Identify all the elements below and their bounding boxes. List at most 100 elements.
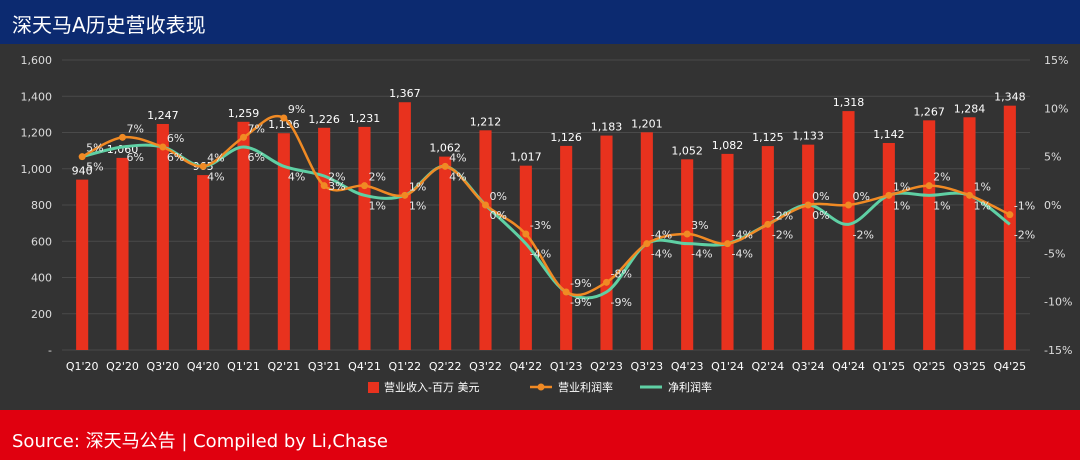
net-margin-label: 6% (127, 151, 144, 164)
op-margin-marker (280, 114, 288, 122)
x-tick-label: Q1'24 (711, 360, 744, 373)
op-margin-label: 2% (369, 171, 386, 184)
op-margin-marker (159, 143, 167, 151)
op-margin-label: 1% (893, 180, 910, 193)
op-margin-label: 1% (974, 180, 991, 193)
legend-label-revenue: 营业收入-百万 美元 (384, 380, 479, 394)
bar-value-label: 1,284 (954, 102, 986, 115)
bar-value-label: 1,125 (752, 131, 784, 144)
net-margin-label: 1% (893, 199, 910, 212)
op-margin-marker (361, 182, 368, 190)
op-margin-label: 9% (288, 103, 305, 116)
net-margin-label: 1% (369, 199, 386, 212)
op-margin-marker (724, 240, 731, 248)
net-margin-label: 6% (248, 151, 265, 164)
x-tick-label: Q2'20 (106, 360, 139, 373)
op-margin-marker (966, 191, 973, 199)
x-tick-label: Q1'23 (550, 360, 583, 373)
bar-value-label: 1,201 (631, 117, 663, 130)
op-margin-marker (562, 288, 570, 296)
bar (923, 120, 936, 350)
bar-value-label: 940 (72, 165, 93, 178)
x-tick-label: Q2'23 (590, 360, 623, 373)
op-margin-label: 3% (691, 219, 708, 232)
op-margin-label: 7% (127, 122, 144, 135)
bar (358, 126, 371, 350)
bar-value-label: 1,226 (308, 113, 340, 126)
bar-value-label: 1,348 (994, 91, 1026, 104)
bar-value-label: 1,212 (470, 115, 502, 128)
x-tick-label: Q1'21 (227, 360, 260, 373)
x-tick-label: Q2'24 (751, 360, 784, 373)
x-tick-label: Q1'22 (388, 360, 421, 373)
bar (560, 145, 573, 350)
net-margin-label: -2% (772, 228, 793, 241)
net-margin-line (81, 143, 1011, 300)
op-margin-label: -1% (1014, 200, 1035, 213)
net-margin-label: 4% (449, 170, 466, 183)
net-margin-label: -4% (732, 248, 753, 261)
net-margin-label: 1% (933, 199, 950, 212)
bar (1003, 105, 1016, 350)
x-tick-label: Q2'22 (429, 360, 462, 373)
x-tick-label: Q3'22 (469, 360, 502, 373)
bar (116, 157, 129, 350)
net-margin-label: -9% (611, 296, 632, 309)
x-tick-label: Q3'21 (308, 360, 341, 373)
bar-value-label: 1,259 (228, 107, 260, 120)
y-tick-label: 1,400 (21, 90, 53, 103)
net-margin-label: 5% (86, 161, 103, 174)
legend-marker-op-margin (537, 383, 545, 391)
bar-value-label: 1,052 (671, 144, 703, 157)
op-margin-marker (482, 201, 489, 209)
y2-tick-label: -10% (1044, 296, 1072, 309)
op-margin-label: 1% (409, 180, 426, 193)
op-margin-label: 6% (167, 132, 184, 145)
bar-value-label: 1,367 (389, 87, 421, 100)
bar (197, 175, 210, 350)
y-tick-label: 800 (31, 199, 52, 212)
op-margin-label: -9% (570, 277, 591, 290)
op-margin-marker (199, 162, 207, 170)
bar-value-label: 1,231 (349, 112, 381, 125)
bar-value-label: 1,318 (833, 96, 865, 109)
bar-value-label: 1,062 (429, 142, 461, 155)
x-tick-label: Q2'25 (913, 360, 946, 373)
bar (237, 121, 250, 351)
net-margin-label: 0% (490, 209, 507, 222)
bar-value-label: 1,133 (792, 130, 824, 143)
bar (156, 123, 169, 350)
title-bar: 深天马A历史营收表现 (0, 0, 1080, 44)
op-margin-label: 4% (207, 151, 224, 164)
y2-tick-label: -15% (1044, 344, 1072, 357)
x-tick-label: Q4'24 (832, 360, 865, 373)
legend-swatch-revenue (368, 382, 379, 393)
net-margin-label: 3% (328, 180, 345, 193)
x-tick-label: Q3'24 (792, 360, 825, 373)
net-margin-label: 4% (207, 170, 224, 183)
op-margin-marker (643, 240, 651, 248)
y-tick-label: 200 (31, 308, 52, 321)
op-margin-marker (522, 230, 530, 238)
op-margin-marker (78, 153, 86, 161)
net-margin-label: 1% (974, 199, 991, 212)
chart-plot: - 200 400 600 800 1,000 1,200 1,400 1,600 -15% -10… (21, 54, 1073, 394)
op-margin-label: -4% (651, 229, 672, 242)
op-margin-marker (119, 133, 126, 141)
bar (842, 111, 855, 350)
op-margin-label: -2% (772, 209, 793, 222)
bar-value-label: 1,183 (591, 121, 623, 134)
net-margin-label: 1% (409, 199, 426, 212)
y-tick-label: 600 (31, 235, 52, 248)
op-margin-marker (240, 133, 247, 141)
op-margin-marker (603, 278, 610, 286)
bar (802, 144, 815, 350)
op-margin-label: 0% (853, 190, 870, 203)
op-margin-marker (1006, 211, 1014, 219)
net-margin-label: 6% (167, 151, 184, 164)
bar (318, 127, 331, 350)
op-margin-label: -8% (611, 267, 632, 280)
y-tick-label: 1,600 (21, 54, 53, 67)
x-tick-label: Q4'21 (348, 360, 381, 373)
